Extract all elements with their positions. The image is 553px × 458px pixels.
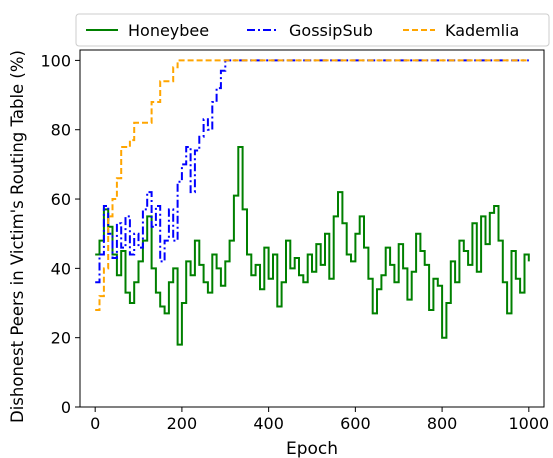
y-tick-label: 100 <box>40 51 71 70</box>
ticks-layer: 0 200 400 600 800 1000 0 20 40 60 80 100 <box>40 51 549 433</box>
y-tick-label: 60 <box>51 190 71 209</box>
legend: Honeybee GossipSub Kademlia <box>75 13 550 47</box>
x-tick-label: 800 <box>427 414 458 433</box>
x-tick-label: 600 <box>340 414 371 433</box>
series-line-honeybee <box>95 146 530 346</box>
y-tick-label: 80 <box>51 121 71 140</box>
plot-frame <box>79 49 545 408</box>
x-axis-title: Epoch <box>286 439 338 458</box>
x-tick-label: 200 <box>167 414 198 433</box>
legend-label-honeybee: Honeybee <box>128 21 209 40</box>
x-tick-label: 0 <box>90 414 100 433</box>
series-line-gossipsub <box>95 59 529 284</box>
y-tick-label: 40 <box>51 259 71 278</box>
series-line-kademlia <box>95 59 529 311</box>
y-axis-title: Dishonest Peers in Victim's Routing Tabl… <box>8 50 27 423</box>
y-tick-label: 20 <box>51 329 71 348</box>
series-layer <box>95 59 530 346</box>
legend-label-gossipsub: GossipSub <box>289 21 373 40</box>
y-tick-label: 0 <box>61 398 71 417</box>
x-tick-label: 1000 <box>508 414 549 433</box>
legend-label-kademlia: Kademlia <box>445 21 519 40</box>
legend-box <box>75 13 550 47</box>
x-tick-label: 400 <box>253 414 284 433</box>
